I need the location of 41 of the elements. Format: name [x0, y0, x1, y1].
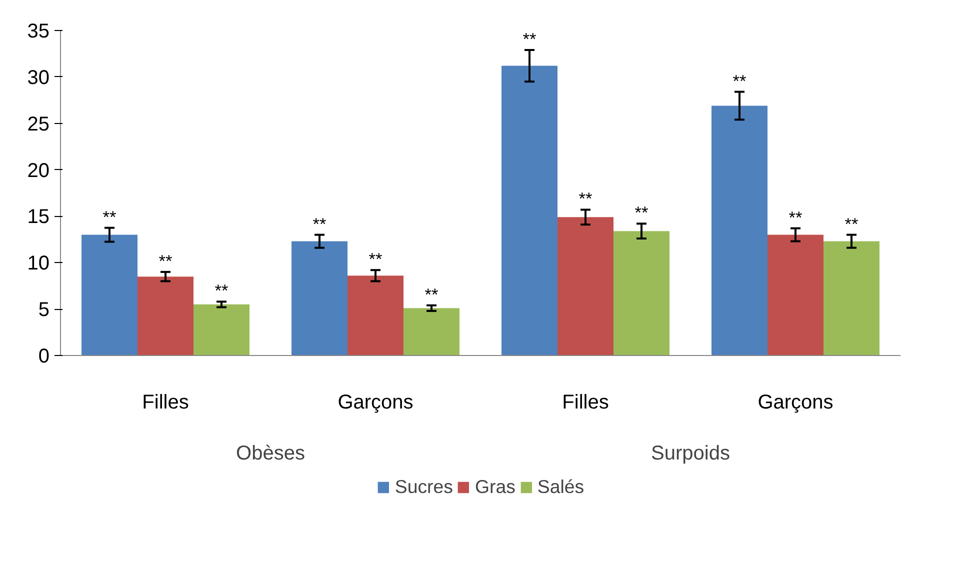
legend-label: Gras	[474, 476, 516, 498]
bar	[824, 241, 880, 356]
bar	[502, 66, 558, 356]
text: Obèses	[236, 442, 305, 464]
bar	[194, 304, 250, 356]
data-label: **	[424, 284, 438, 304]
bar	[558, 217, 614, 356]
data-label: **	[844, 214, 858, 234]
bar	[138, 276, 194, 356]
bar	[614, 231, 670, 356]
text: Surpoids	[651, 442, 730, 464]
data-label: **	[214, 280, 228, 301]
y-tick-label: 10	[27, 252, 50, 275]
data-label: **	[312, 214, 326, 234]
bar	[348, 276, 404, 356]
data-label: **	[158, 250, 172, 271]
data-label: **	[732, 70, 746, 91]
data-label: **	[788, 207, 802, 228]
y-tick-label: 15	[27, 206, 50, 228]
y-tick-label: 5	[38, 299, 50, 322]
y-tick-label: 0	[38, 346, 50, 368]
bar	[82, 234, 138, 356]
data-label: **	[522, 29, 536, 49]
bar	[768, 234, 824, 356]
x-tick-label: Filles	[562, 392, 609, 414]
y-tick-label: 20	[27, 160, 50, 182]
bar	[404, 308, 460, 356]
bar	[712, 106, 768, 356]
data-label: **	[578, 188, 592, 209]
data-label: **	[368, 249, 382, 270]
x-tick-label: Filles	[142, 392, 189, 414]
y-tick-label: 25	[27, 113, 50, 136]
x-tick-label: Garçons	[338, 392, 414, 414]
legend-label: Salés	[537, 476, 584, 498]
y-tick-label: 30	[27, 66, 50, 89]
bar	[292, 241, 348, 356]
legend-label: Sucres	[394, 476, 453, 498]
data-label: **	[634, 202, 648, 223]
y-tick-label: 35	[27, 20, 50, 42]
data-label: **	[102, 206, 116, 227]
x-tick-label: Garçons	[758, 392, 834, 414]
